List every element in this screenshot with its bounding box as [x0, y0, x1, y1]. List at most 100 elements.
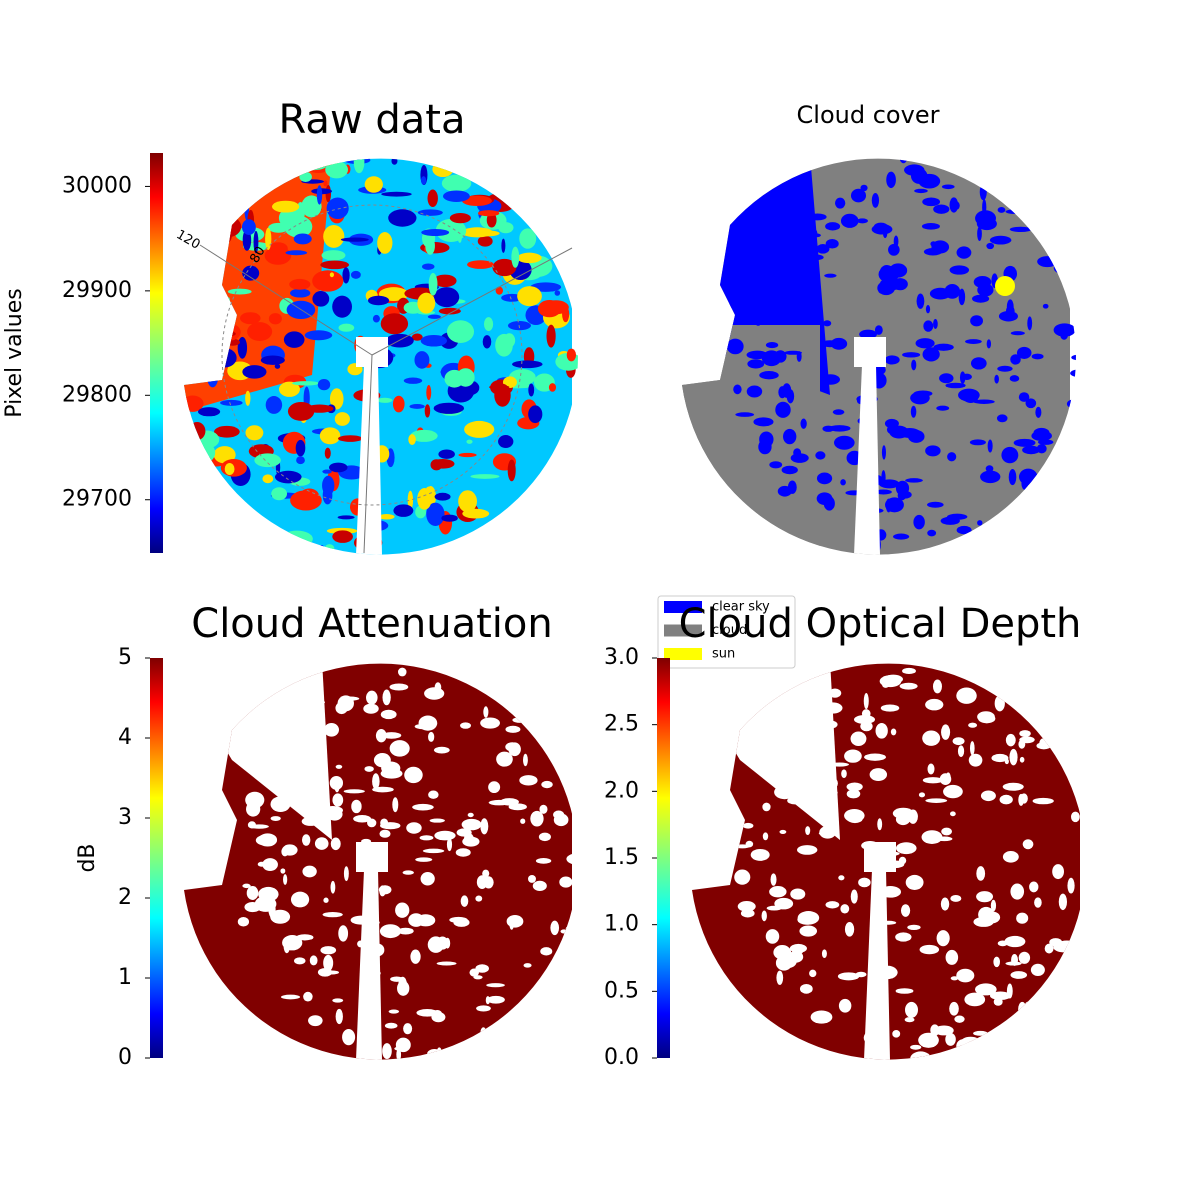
texture — [458, 452, 477, 458]
texture — [225, 296, 231, 304]
texture — [1099, 901, 1105, 918]
texture — [280, 994, 301, 1000]
texture — [828, 688, 842, 698]
texture — [999, 794, 1013, 805]
texture — [1028, 1019, 1047, 1036]
texture — [353, 158, 365, 174]
texture — [914, 188, 928, 194]
texture — [290, 490, 322, 511]
texture — [425, 236, 435, 255]
texture — [1019, 736, 1035, 744]
texture — [1117, 838, 1135, 852]
texture — [507, 696, 529, 705]
texture — [379, 924, 401, 939]
mask-square — [854, 337, 886, 367]
texture — [426, 502, 445, 526]
texture — [441, 514, 458, 522]
texture — [910, 168, 928, 184]
texture — [855, 971, 867, 978]
legend-label: cloud — [712, 623, 747, 638]
texture — [740, 315, 759, 321]
texture — [726, 338, 744, 355]
texture — [987, 439, 993, 453]
texture — [1072, 243, 1076, 250]
texture — [438, 307, 461, 315]
texture — [816, 472, 833, 485]
texture — [762, 802, 771, 812]
texture — [972, 294, 990, 303]
texture — [342, 1029, 356, 1046]
texture — [1019, 730, 1031, 737]
texture — [467, 1042, 476, 1050]
texture — [787, 796, 803, 805]
texture — [1092, 926, 1105, 936]
texture — [322, 475, 335, 496]
texture — [895, 480, 910, 496]
texture — [940, 516, 960, 525]
texture — [292, 279, 304, 288]
texture — [343, 789, 365, 794]
texture — [994, 695, 1005, 712]
texture — [892, 1030, 901, 1038]
texture — [797, 845, 818, 855]
texture — [302, 865, 317, 878]
texture — [956, 525, 972, 535]
texture — [469, 968, 479, 977]
texture — [475, 895, 483, 902]
texture — [581, 784, 595, 791]
texture — [539, 804, 548, 814]
texture — [185, 306, 193, 315]
texture — [765, 291, 777, 304]
texture — [1072, 946, 1086, 952]
texture — [803, 205, 808, 210]
texture — [190, 343, 222, 356]
texture — [245, 791, 265, 809]
texture — [560, 730, 572, 740]
texture — [956, 968, 975, 983]
texture — [433, 746, 450, 754]
texture — [475, 964, 489, 973]
texture — [1041, 1024, 1054, 1029]
texture — [242, 365, 267, 379]
texture — [869, 768, 888, 782]
texture — [956, 246, 972, 259]
texture — [271, 487, 288, 501]
texture — [323, 897, 329, 903]
colorbar-tick-label: 1.5 — [604, 845, 639, 870]
texture — [1042, 303, 1049, 309]
texture — [461, 818, 482, 831]
texture — [1058, 893, 1068, 911]
texture — [790, 773, 805, 784]
texture — [323, 954, 334, 972]
texture — [285, 250, 308, 256]
texture — [512, 360, 543, 369]
texture — [265, 396, 283, 414]
texture — [977, 226, 982, 242]
texture — [804, 232, 821, 238]
texture — [939, 373, 954, 384]
texture — [863, 692, 869, 710]
texture — [512, 717, 529, 723]
texture — [895, 813, 911, 826]
panel-title: Cloud cover — [797, 101, 940, 129]
colorbar — [150, 153, 163, 553]
texture — [213, 216, 242, 238]
texture — [875, 489, 892, 495]
texture — [1034, 897, 1042, 908]
colorbar-tick-label: 0 — [118, 1045, 132, 1070]
texture — [204, 331, 228, 350]
texture — [411, 333, 423, 341]
texture — [788, 767, 802, 775]
colorbar — [150, 658, 163, 1058]
texture — [227, 288, 252, 295]
texture — [372, 773, 380, 790]
texture — [774, 785, 796, 800]
texture — [1010, 971, 1028, 979]
texture — [1111, 887, 1123, 900]
texture — [1087, 899, 1093, 914]
texture — [569, 959, 578, 967]
texture — [562, 306, 570, 323]
texture — [389, 740, 410, 757]
texture — [1067, 706, 1073, 721]
texture — [815, 705, 831, 716]
